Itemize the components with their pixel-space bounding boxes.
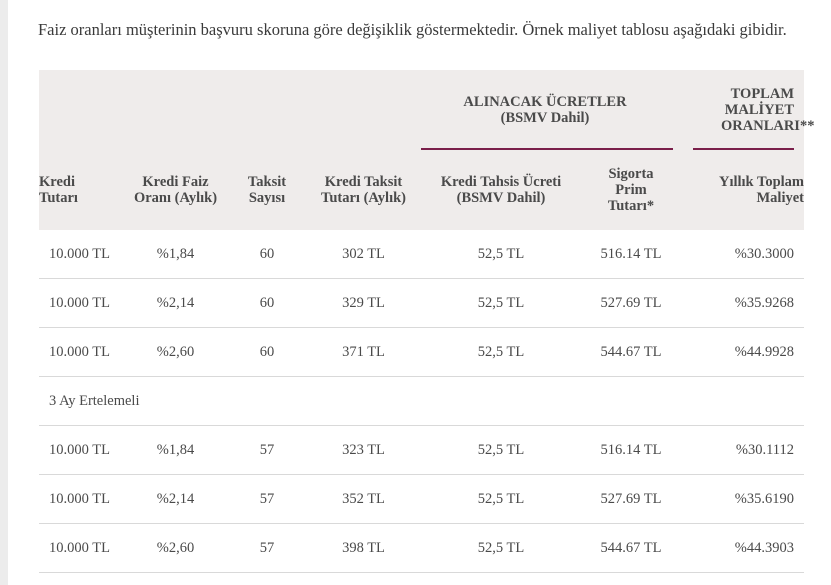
cell-term: 60 xyxy=(228,278,306,328)
cell-insurance: 516.14 TL xyxy=(581,230,681,279)
cost-table: ALINACAK ÜCRETLER (BSMV Dahil) TOPLAM MA… xyxy=(39,70,815,573)
intro-text: Faiz oranları müşterinin başvuru skoruna… xyxy=(38,20,787,39)
cell-installment: 329 TL xyxy=(306,278,421,328)
table-row: 10.000 TL %2,14 60 329 TL 52,5 TL 527.69… xyxy=(39,278,804,328)
cell-term: 60 xyxy=(228,327,306,377)
cell-cost: %30.3000 xyxy=(681,230,804,279)
cell-fee: 52,5 TL xyxy=(421,230,581,279)
cell-fee: 52,5 TL xyxy=(421,474,581,524)
cell-rate: %2,14 xyxy=(123,474,228,524)
cell-amount: 10.000 TL xyxy=(39,230,123,279)
group-header-empty xyxy=(39,70,421,150)
cell-amount: 10.000 TL xyxy=(39,523,123,573)
table-body: 10.000 TL %1,84 60 302 TL 52,5 TL 516.14… xyxy=(39,230,804,573)
cell-fee: 52,5 TL xyxy=(421,523,581,573)
cell-insurance: 527.69 TL xyxy=(581,278,681,328)
table-row: 10.000 TL %2,14 57 352 TL 52,5 TL 527.69… xyxy=(39,474,804,524)
cell-term: 60 xyxy=(228,230,306,279)
group-underline-fees xyxy=(421,148,673,150)
cell-installment: 371 TL xyxy=(306,327,421,377)
group-underline-total xyxy=(693,148,794,150)
left-strip xyxy=(0,0,8,585)
cell-insurance: 544.67 TL xyxy=(581,327,681,377)
cell-rate: %1,84 xyxy=(123,425,228,475)
cell-fee: 52,5 TL xyxy=(421,327,581,377)
col-header-allocation-fee: Kredi Tahsis Ücreti (BSMV Dahil) xyxy=(421,150,581,230)
col-header-installment: Kredi Taksit Tutarı (Aylık) xyxy=(306,150,421,230)
cell-term: 57 xyxy=(228,474,306,524)
cell-cost: %35.9268 xyxy=(681,278,804,328)
cell-insurance: 527.69 TL xyxy=(581,474,681,524)
col-header-amount: Kredi Tutarı xyxy=(39,150,123,230)
col-header-term: Taksit Sayısı xyxy=(228,150,306,230)
cell-insurance: 516.14 TL xyxy=(581,425,681,475)
group-header-fees-label: ALINACAK ÜCRETLER (BSMV Dahil) xyxy=(463,94,627,126)
cell-fee: 52,5 TL xyxy=(421,425,581,475)
group-header-fees: ALINACAK ÜCRETLER (BSMV Dahil) xyxy=(421,70,681,150)
cell-rate: %1,84 xyxy=(123,230,228,279)
col-header-rate: Kredi Faiz Oranı (Aylık) xyxy=(123,150,228,230)
column-header-row: Kredi Tutarı Kredi Faiz Oranı (Aylık) Ta… xyxy=(39,150,804,230)
cell-amount: 10.000 TL xyxy=(39,425,123,475)
cell-rate: %2,60 xyxy=(123,523,228,573)
cell-cost: %35.6190 xyxy=(681,474,804,524)
cell-installment: 352 TL xyxy=(306,474,421,524)
cell-amount: 10.000 TL xyxy=(39,327,123,377)
cell-installment: 323 TL xyxy=(306,425,421,475)
cell-cost: %44.9928 xyxy=(681,327,804,377)
cell-installment: 398 TL xyxy=(306,523,421,573)
table-row: 10.000 TL %1,84 60 302 TL 52,5 TL 516.14… xyxy=(39,230,804,279)
cell-fee: 52,5 TL xyxy=(421,278,581,328)
table-row: 10.000 TL %2,60 60 371 TL 52,5 TL 544.67… xyxy=(39,327,804,377)
cell-rate: %2,60 xyxy=(123,327,228,377)
cell-term: 57 xyxy=(228,523,306,573)
cell-installment: 302 TL xyxy=(306,230,421,279)
group-header-total: TOPLAM MALİYET ORANLARI** xyxy=(681,70,815,150)
group-header-row: ALINACAK ÜCRETLER (BSMV Dahil) TOPLAM MA… xyxy=(39,70,815,150)
group-header-total-label: TOPLAM MALİYET ORANLARI** xyxy=(721,86,815,134)
section-label: 3 Ay Ertelemeli xyxy=(39,376,804,426)
section-row: 3 Ay Ertelemeli xyxy=(39,376,804,426)
cell-amount: 10.000 TL xyxy=(39,474,123,524)
cell-cost: %30.1112 xyxy=(681,425,804,475)
cell-insurance: 544.67 TL xyxy=(581,523,681,573)
cell-cost: %44.3903 xyxy=(681,523,804,573)
col-header-insurance: Sigorta Prim Tutarı* xyxy=(581,150,681,230)
table-row: 10.000 TL %2,60 57 398 TL 52,5 TL 544.67… xyxy=(39,523,804,573)
cell-term: 57 xyxy=(228,425,306,475)
cell-amount: 10.000 TL xyxy=(39,278,123,328)
col-header-annual-cost: Yıllık Toplam Maliyet xyxy=(681,150,804,230)
cell-rate: %2,14 xyxy=(123,278,228,328)
table-row: 10.000 TL %1,84 57 323 TL 52,5 TL 516.14… xyxy=(39,425,804,475)
